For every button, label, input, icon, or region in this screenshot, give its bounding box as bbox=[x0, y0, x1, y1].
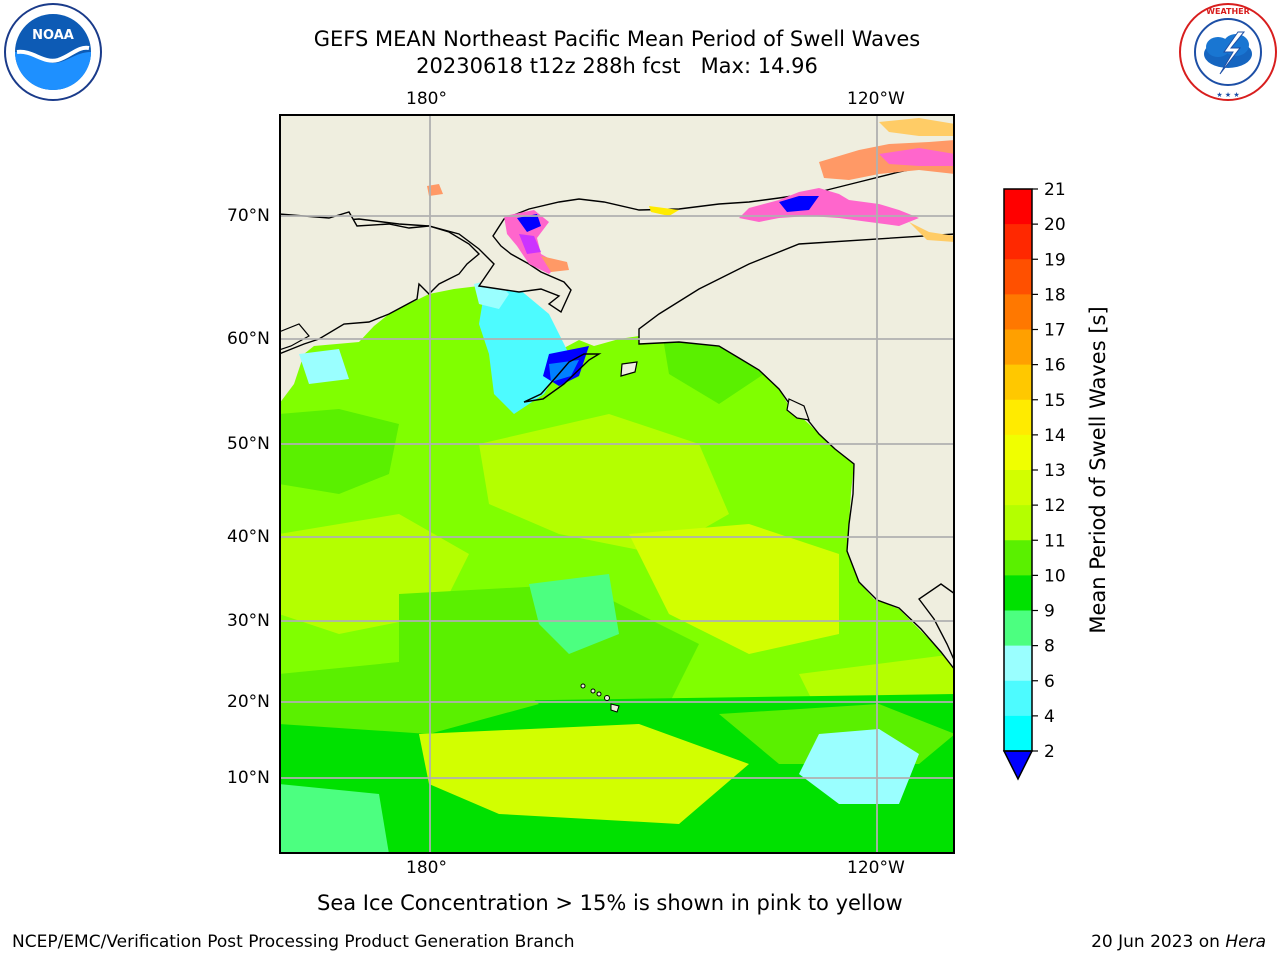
colorbar-tick-label: 19 bbox=[1044, 250, 1066, 270]
lon-label-bottom-180: 180° bbox=[406, 858, 447, 878]
chart-title-line2: 20230618 t12z 288h fcst Max: 14.96 bbox=[416, 54, 818, 78]
colorbar-tick-label: 11 bbox=[1044, 531, 1066, 551]
colorbar-tick-label: 14 bbox=[1044, 426, 1066, 446]
colorbar-tick-label: 21 bbox=[1044, 180, 1066, 200]
colorbar-tick-label: 18 bbox=[1044, 285, 1066, 305]
sea-ice-note: Sea Ice Concentration > 15% is shown in … bbox=[317, 891, 903, 915]
svg-text:★ ★ ★: ★ ★ ★ bbox=[1216, 91, 1239, 99]
colorbar-band bbox=[1004, 189, 1032, 225]
colorbar-band bbox=[1004, 329, 1032, 366]
colorbar-tick-label: 2 bbox=[1044, 742, 1055, 762]
colorbar-tick-label: 9 bbox=[1044, 602, 1055, 622]
lat-label-50n: 50°N bbox=[227, 434, 270, 454]
map-gridlines bbox=[279, 114, 955, 854]
colorbar-tick-label: 17 bbox=[1044, 321, 1066, 341]
chart-title-line1: GEFS MEAN Northeast Pacific Mean Period … bbox=[313, 27, 921, 51]
footer-host: Hera bbox=[1225, 932, 1266, 952]
map-frame bbox=[279, 114, 955, 854]
lon-label-bottom-120w: 120°W bbox=[847, 858, 905, 878]
lat-label-40n: 40°N bbox=[227, 527, 270, 547]
colorbar-band bbox=[1004, 470, 1032, 506]
colorbar-band bbox=[1004, 399, 1032, 436]
colorbar-tick-label: 15 bbox=[1044, 391, 1066, 411]
svg-text:WEATHER: WEATHER bbox=[1206, 7, 1250, 16]
colorbar-tick-label: 16 bbox=[1044, 356, 1066, 376]
colorbar-band bbox=[1004, 505, 1032, 541]
lat-label-60n: 60°N bbox=[227, 329, 270, 349]
colorbar-tick-label: 20 bbox=[1044, 215, 1066, 235]
colorbar-extend-arrow bbox=[1002, 750, 1034, 781]
colorbar-band bbox=[1004, 294, 1032, 330]
colorbar-band bbox=[1004, 575, 1032, 611]
colorbar-band bbox=[1004, 224, 1032, 260]
lat-label-30n: 30°N bbox=[227, 611, 270, 631]
noaa-logo-text: NOAA bbox=[32, 28, 74, 43]
colorbar-band bbox=[1004, 680, 1032, 717]
colorbar-band bbox=[1004, 364, 1032, 401]
noaa-logo: NOAA bbox=[4, 3, 102, 101]
hawaii-islands bbox=[580, 683, 620, 713]
colorbar-tick-label: 12 bbox=[1044, 496, 1066, 516]
colorbar-band bbox=[1004, 610, 1032, 647]
footer-right: 20 Jun 2023 on Hera bbox=[1091, 932, 1266, 952]
lat-label-10n: 10°N bbox=[227, 768, 270, 788]
footer-date: 20 Jun 2023 on bbox=[1091, 932, 1226, 952]
colorbar-tick-label: 10 bbox=[1044, 566, 1066, 586]
lat-label-20n: 20°N bbox=[227, 692, 270, 712]
colorbar-tick-label: 4 bbox=[1044, 707, 1055, 727]
lon-label-top-180: 180° bbox=[406, 89, 447, 109]
nws-logo: WEATHER ★ ★ ★ bbox=[1179, 3, 1277, 101]
colorbar-band bbox=[1004, 540, 1032, 576]
lon-label-top-120w: 120°W bbox=[847, 89, 905, 109]
colorbar: 21 20 19 18 17 16 15 14 13 12 11 10 9 8 6 4 2 bbox=[1002, 180, 1066, 781]
map-panel bbox=[279, 114, 955, 854]
colorbar-label: Mean Period of Swell Waves [s] bbox=[1086, 306, 1110, 634]
lat-label-70n: 70°N bbox=[227, 206, 270, 226]
colorbar-band bbox=[1004, 645, 1032, 682]
colorbar-tick-label: 13 bbox=[1044, 461, 1066, 481]
colorbar-band bbox=[1004, 434, 1032, 471]
colorbar-tick-label: 8 bbox=[1044, 637, 1055, 657]
colorbar-band bbox=[1004, 259, 1032, 295]
footer-left: NCEP/EMC/Verification Post Processing Pr… bbox=[12, 932, 575, 952]
colorbar-band bbox=[1004, 715, 1032, 752]
colorbar-tick-label: 6 bbox=[1044, 672, 1055, 692]
